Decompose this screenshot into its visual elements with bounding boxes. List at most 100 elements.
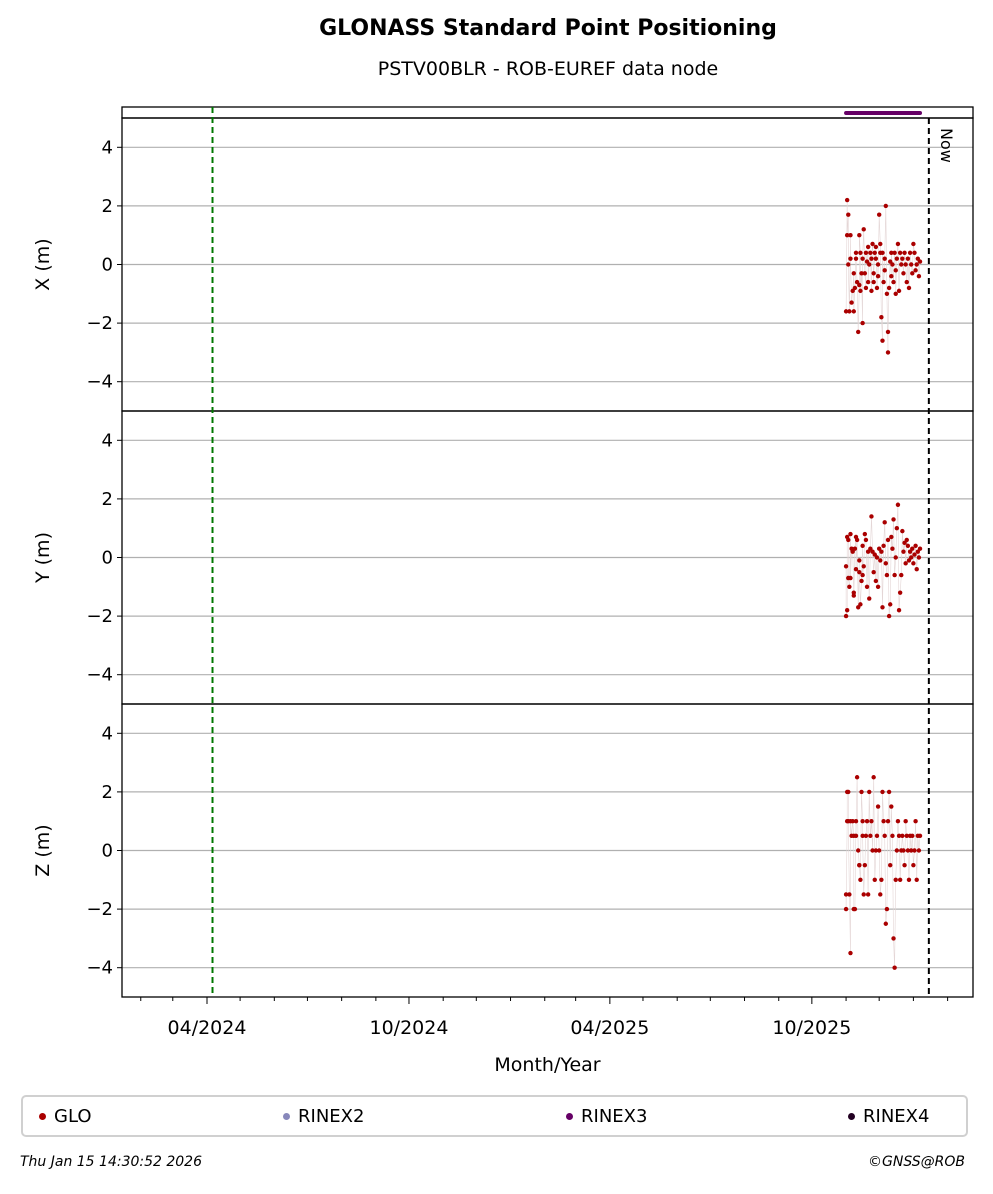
data-point bbox=[862, 862, 868, 868]
now-label: Now bbox=[937, 128, 956, 163]
data-point bbox=[886, 789, 892, 795]
data-point bbox=[895, 819, 901, 824]
data-point bbox=[871, 271, 876, 276]
data-point bbox=[888, 602, 893, 607]
data-point bbox=[867, 789, 872, 795]
data-point bbox=[905, 848, 911, 853]
legend-glo-label: GLO bbox=[54, 1106, 92, 1127]
data-point bbox=[882, 268, 887, 273]
data-point bbox=[874, 285, 880, 291]
data-point bbox=[886, 285, 892, 291]
data-point bbox=[875, 274, 881, 279]
data-point bbox=[892, 572, 897, 578]
series-line bbox=[845, 199, 921, 353]
data-point bbox=[860, 572, 865, 578]
data-point bbox=[913, 268, 918, 273]
data-point bbox=[861, 564, 866, 569]
data-point bbox=[868, 833, 873, 839]
panel-frame bbox=[121, 703, 974, 998]
data-point bbox=[874, 555, 880, 560]
y-tick-label: 4 bbox=[102, 723, 113, 744]
data-point bbox=[882, 520, 887, 525]
data-point bbox=[880, 250, 885, 255]
data-point bbox=[870, 241, 875, 247]
legend-rinex3-label: RINEX3 bbox=[581, 1106, 648, 1127]
data-point bbox=[908, 262, 914, 267]
data-point bbox=[846, 212, 851, 217]
data-point bbox=[917, 833, 923, 839]
data-point bbox=[847, 892, 852, 897]
data-point bbox=[878, 241, 883, 247]
data-point bbox=[900, 528, 905, 534]
data-point bbox=[890, 546, 895, 551]
data-point bbox=[884, 906, 890, 912]
data-point bbox=[848, 950, 853, 956]
data-point bbox=[873, 256, 879, 261]
data-point bbox=[885, 537, 891, 543]
data-point bbox=[843, 613, 849, 619]
data-point bbox=[899, 572, 904, 578]
data-point bbox=[879, 877, 884, 882]
y-tick-label: −4 bbox=[86, 958, 113, 979]
data-point bbox=[879, 549, 884, 554]
legend-item-glo: GLO bbox=[39, 1106, 92, 1127]
data-point bbox=[901, 271, 906, 276]
data-point bbox=[904, 833, 909, 839]
data-point bbox=[893, 877, 898, 882]
data-point bbox=[903, 262, 908, 267]
data-point bbox=[848, 575, 853, 581]
data-point bbox=[871, 279, 876, 285]
y-tick-label: 0 bbox=[102, 255, 113, 276]
legend-item-rinex4: RINEX4 bbox=[848, 1106, 929, 1127]
data-point bbox=[851, 309, 856, 314]
data-point bbox=[881, 279, 886, 285]
data-point bbox=[857, 862, 862, 868]
data-point bbox=[902, 862, 907, 868]
data-point bbox=[900, 833, 905, 839]
data-point bbox=[873, 244, 879, 250]
x-tick-label: 10/2025 bbox=[772, 1017, 851, 1039]
data-point bbox=[848, 531, 853, 537]
data-point bbox=[853, 833, 859, 839]
data-point bbox=[853, 256, 859, 261]
y-tick-label: 2 bbox=[102, 489, 113, 510]
data-point bbox=[864, 819, 870, 824]
data-point bbox=[910, 546, 915, 551]
data-point bbox=[860, 256, 865, 261]
data-point bbox=[914, 262, 919, 267]
data-point bbox=[862, 531, 868, 537]
y-tick-label: 0 bbox=[102, 841, 113, 862]
data-point bbox=[892, 250, 897, 255]
data-point bbox=[880, 338, 885, 343]
x-tick-label: 04/2024 bbox=[168, 1017, 247, 1039]
data-point bbox=[854, 537, 860, 543]
data-point bbox=[862, 271, 868, 276]
data-point bbox=[896, 608, 902, 613]
y-tick-label: 0 bbox=[102, 548, 113, 569]
data-point bbox=[851, 271, 856, 276]
data-point bbox=[857, 569, 862, 575]
data-point bbox=[895, 502, 901, 507]
data-point bbox=[891, 517, 896, 522]
data-point bbox=[890, 833, 895, 839]
x-tick-label: 10/2024 bbox=[370, 1017, 449, 1039]
data-point bbox=[850, 819, 855, 824]
data-point bbox=[852, 285, 858, 291]
data-point bbox=[848, 233, 853, 238]
data-point bbox=[863, 537, 869, 543]
data-point bbox=[901, 549, 906, 554]
legend-glo-marker bbox=[39, 1113, 46, 1120]
legend-item-rinex2: RINEX2 bbox=[283, 1106, 364, 1127]
y-tick-label: 4 bbox=[102, 137, 113, 158]
data-point bbox=[883, 561, 889, 566]
legend-rinex2-label: RINEX2 bbox=[298, 1106, 365, 1127]
data-point bbox=[865, 892, 871, 897]
data-point bbox=[882, 256, 887, 261]
legend-item-rinex3: RINEX3 bbox=[566, 1106, 647, 1127]
y-axis-label: Z (m) bbox=[32, 824, 54, 876]
data-point bbox=[906, 877, 912, 882]
data-point bbox=[843, 892, 849, 897]
data-point bbox=[860, 833, 865, 839]
data-point bbox=[897, 250, 903, 255]
data-point bbox=[896, 833, 902, 839]
